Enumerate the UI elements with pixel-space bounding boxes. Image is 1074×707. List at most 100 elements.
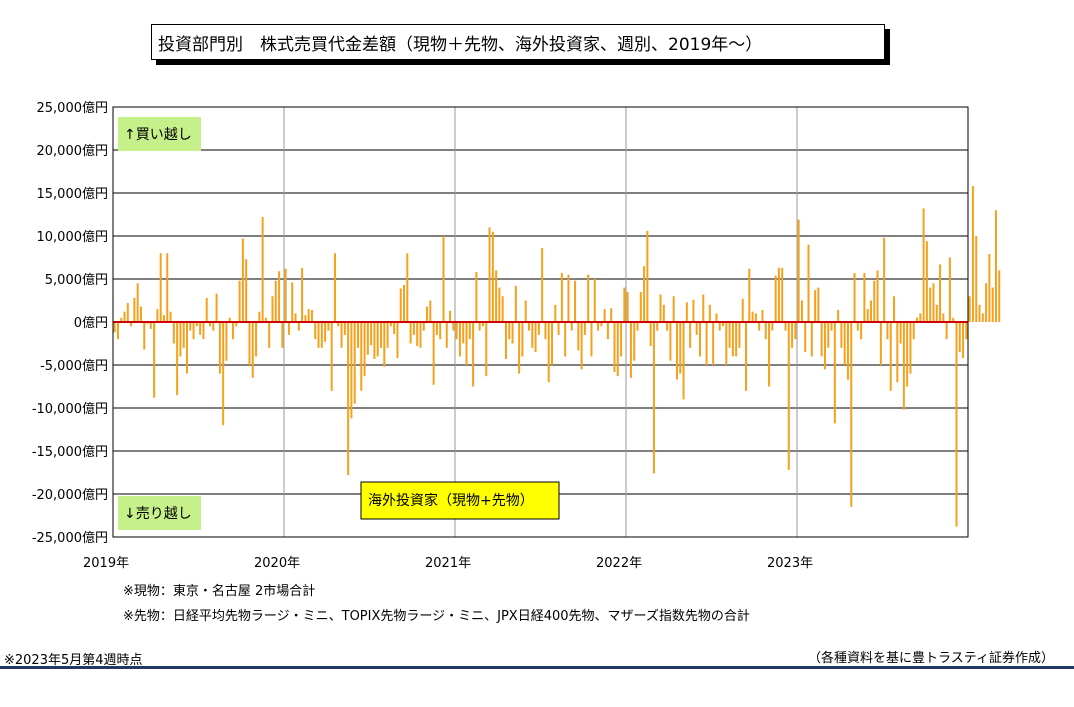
bar — [199, 322, 202, 335]
chart-title-text: 投資部門別 株式売買代金差額（現物＋先物、海外投資家、週別、2019年～） — [158, 34, 763, 55]
bar — [255, 322, 258, 357]
bar — [922, 208, 925, 322]
bar — [846, 322, 849, 380]
bar — [560, 272, 563, 322]
bar — [524, 300, 527, 322]
bar — [741, 298, 744, 322]
y-tick-label: 15,000億円 — [37, 186, 109, 202]
bar — [511, 322, 514, 344]
bar — [722, 322, 725, 327]
bar — [840, 322, 843, 348]
bar — [435, 322, 438, 335]
bar — [866, 309, 869, 322]
bar — [156, 309, 159, 322]
bar — [620, 322, 623, 357]
bar — [162, 315, 165, 322]
bar — [222, 322, 225, 426]
bar — [675, 322, 678, 380]
note-cash: ※現物：東京・名古屋 2市場合計 — [123, 584, 316, 599]
bar — [475, 272, 478, 322]
y-tick-label: -25,000億円 — [32, 530, 108, 546]
y-tick-label: 25,000億円 — [37, 100, 109, 116]
bar — [449, 310, 452, 322]
bar — [294, 313, 297, 322]
bar — [235, 322, 238, 327]
bar — [498, 287, 501, 322]
bar — [725, 322, 728, 365]
bar — [337, 322, 340, 327]
bar — [116, 322, 119, 340]
bar — [646, 230, 649, 322]
bar — [287, 322, 290, 335]
bar — [310, 309, 313, 322]
bar — [432, 322, 435, 385]
bar — [764, 322, 767, 340]
bar — [527, 322, 530, 331]
plot-border — [112, 106, 969, 538]
bar — [574, 280, 577, 322]
bar — [768, 322, 771, 387]
bar — [182, 322, 185, 348]
buy-label-box — [118, 117, 201, 151]
bar — [393, 322, 396, 335]
bar — [195, 322, 198, 327]
bar — [360, 322, 363, 391]
bar — [873, 280, 876, 322]
bar — [945, 322, 948, 340]
bar — [301, 267, 304, 322]
bar — [139, 306, 142, 322]
bar — [652, 322, 655, 474]
bar — [902, 322, 905, 410]
bar — [909, 322, 912, 374]
bar — [715, 313, 718, 322]
bar — [597, 322, 600, 331]
bar — [886, 322, 889, 340]
bar — [978, 304, 981, 322]
bar — [458, 322, 461, 357]
bar — [929, 287, 932, 322]
sell-label-box — [118, 496, 201, 530]
bar — [386, 322, 389, 348]
bar — [784, 322, 787, 331]
bar — [629, 322, 632, 378]
bar — [879, 322, 882, 365]
bar — [465, 322, 468, 365]
bar — [537, 322, 540, 335]
bar — [159, 253, 162, 322]
bar — [491, 231, 494, 322]
bar — [896, 322, 899, 383]
bar — [232, 322, 235, 340]
bar — [669, 322, 672, 361]
bar — [169, 311, 172, 322]
bar — [988, 254, 991, 322]
grid-lines — [113, 106, 968, 538]
bar — [534, 322, 537, 353]
bar — [860, 322, 863, 340]
bar — [547, 322, 550, 383]
bar — [521, 322, 524, 357]
bar — [912, 322, 915, 340]
bar — [731, 322, 734, 357]
bar — [189, 322, 192, 331]
bar — [501, 296, 504, 322]
bar — [830, 322, 833, 331]
bar — [863, 272, 866, 322]
bar — [264, 317, 267, 322]
bar — [998, 270, 1001, 322]
bar — [514, 285, 517, 322]
bar — [136, 283, 139, 322]
bar — [643, 266, 646, 322]
bar — [176, 322, 179, 396]
bar — [212, 322, 215, 331]
bar — [422, 322, 425, 331]
bar — [814, 290, 817, 322]
x-tick-label: 2022年 — [596, 556, 642, 571]
bar — [603, 309, 606, 322]
bar — [370, 322, 373, 346]
bar — [600, 322, 603, 327]
bar — [745, 322, 748, 391]
bar — [544, 322, 547, 340]
bar — [485, 322, 488, 377]
bar — [656, 322, 659, 331]
